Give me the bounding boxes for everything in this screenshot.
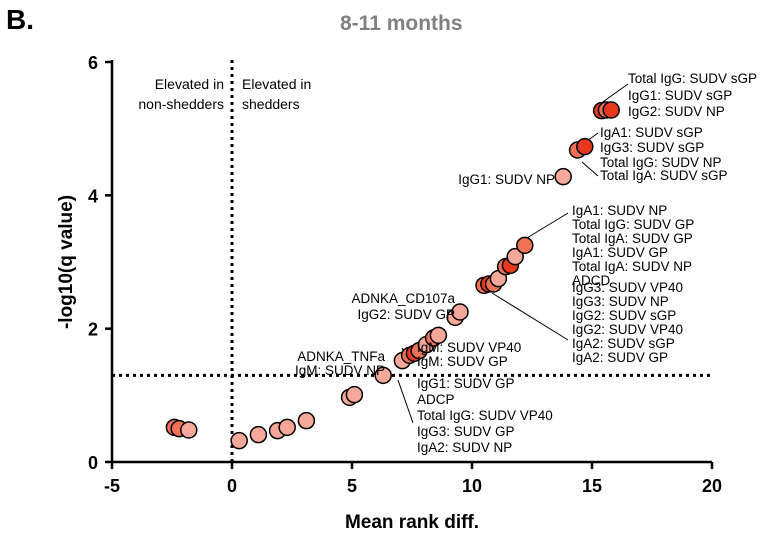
x-tick-label: 10 [462,476,482,496]
threshold-guides: Elevated in non-shedders Elevated in shedde… [112,60,712,462]
annotation-label: Total IgA: SUDV GP [572,231,693,246]
y-tick-label: 6 [88,53,98,73]
annotation-label: Total IgG: SUDV GP [572,217,694,232]
annotation-label: Total IgG: SUDV VP40 [417,408,553,423]
annotation-leader-line [397,379,414,424]
annotation-label: IgG3: SUDV VP40 [572,280,683,295]
axes: -5 0 5 10 15 20 0 2 4 6 Mean rank diff. -log10(q va… [56,53,722,533]
annotation-label: Total IgA: SUDV sGP [600,168,728,183]
data-point [230,431,248,450]
data-point [297,411,316,430]
x-tick-label: 5 [347,476,357,496]
data-point [345,385,364,404]
x-tick-label: 0 [227,476,237,496]
y-axis-label: -log10(q value) [56,195,77,329]
annotation-label: IgA2: SUDV sGP [572,336,675,351]
region-label-right: Elevated in [242,76,311,92]
data-point [506,247,524,266]
annotation-leader-line [521,212,569,242]
annotation-label: IgG3: SUDV NP [572,294,669,309]
annotation-label: IgG2: SUDV sGP [572,308,676,323]
data-points [165,101,620,450]
annotation-label: IgG2: SUDV NP [628,104,725,119]
data-point [429,326,448,345]
annotation-label: IgG3: SUDV sGP [600,140,704,155]
annotation-label: IgA1: SUDV GP [572,245,668,260]
annotation-label: IgM: SUDV NP [295,363,385,378]
chart-title: 8-11 months [340,12,463,35]
data-point [576,137,594,156]
annotation-leader-line [599,83,629,105]
annotation-label: IgM: SUDV VP40 [417,340,521,355]
x-tick-label: 20 [702,476,722,496]
annotation-label: IgG3: SUDV GP [417,424,515,439]
region-label-left: non-shedders [138,96,224,112]
data-point [180,421,198,439]
annotation-label: IgA1: SUDV NP [572,203,667,218]
annotation-leader-line [491,292,569,341]
annotation-label: IgG2: SUDV VP40 [572,322,683,337]
annotation-label: IgA1: SUDV sGP [600,125,703,140]
y-tick-label: 0 [88,453,98,473]
annotation-label: Total IgG: SUDV sGP [628,71,757,86]
region-label-left: Elevated in [155,76,224,92]
annotation-label: IgA2: SUDV NP [417,440,512,455]
data-point [278,418,296,437]
annotation-label: ADNKA_CD107a [351,291,455,306]
annotation-label: IgG1: SUDV GP [417,376,515,391]
x-tick-label: 15 [582,476,602,496]
y-tick-label: 2 [88,320,98,340]
annotation-label: IgA2: SUDV GP [572,350,668,365]
x-tick-label: -5 [104,476,120,496]
annotation-label: ADCD [572,273,611,288]
annotation-label: Total IgA: SUDV NP [572,259,692,274]
x-axis-label: Mean rank diff. [345,512,479,533]
region-label-right: shedders [242,96,300,112]
annotation-label: IgG2: SUDV GP [357,307,455,322]
annotation-label: Total IgG: SUDV NP [600,155,722,170]
panel-letter: B. [6,4,34,35]
annotation-label: ADNKA_TNFa [297,349,385,364]
annotation-label: IgG1: SUDV NP [458,172,555,187]
data-point [602,101,620,119]
data-point [516,236,534,255]
data-point [451,303,469,321]
annotation-label: ADCP [417,392,455,407]
annotation-label: IgG1: SUDV sGP [628,88,732,103]
data-point [554,167,572,186]
annotation-leader-line [581,161,599,177]
data-point [374,366,392,385]
y-tick-label: 4 [88,186,98,206]
data-point [249,425,268,444]
annotation-label: IgM: SUDV GP [417,354,508,369]
